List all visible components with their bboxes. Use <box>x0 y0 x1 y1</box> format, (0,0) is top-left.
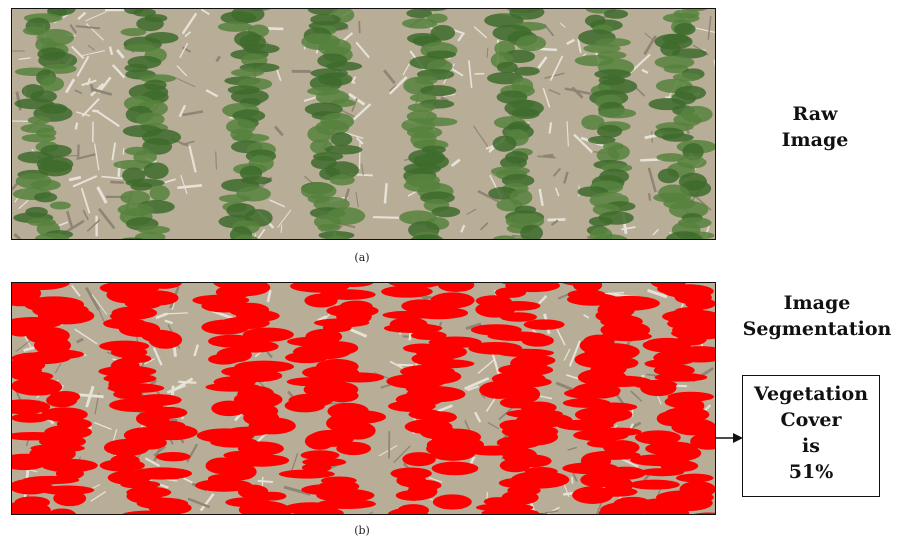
seg-label-line-1: Image <box>783 292 851 314</box>
arrow-right-icon <box>715 433 743 443</box>
result-line-1: Vegetation <box>753 383 869 405</box>
raw-image-label: Raw Image <box>752 101 878 153</box>
result-line-3: is <box>802 435 820 457</box>
caption-b: (b) <box>354 524 370 537</box>
raw-crop-photo <box>12 9 715 239</box>
segmentation-overlay <box>12 283 715 514</box>
raw-image <box>11 8 716 240</box>
vegetation-cover-result: Vegetation Cover is 51% <box>742 375 880 497</box>
caption-a: (a) <box>354 251 370 264</box>
segmentation-label: Image Segmentation <box>734 290 900 342</box>
seg-label-line-2: Segmentation <box>742 318 892 340</box>
segmented-image <box>11 282 716 515</box>
result-line-2: Cover <box>780 409 842 431</box>
result-line-4: 51% <box>788 461 834 483</box>
raw-label-line-2: Image <box>781 129 849 151</box>
raw-label-line-1: Raw <box>792 103 838 125</box>
